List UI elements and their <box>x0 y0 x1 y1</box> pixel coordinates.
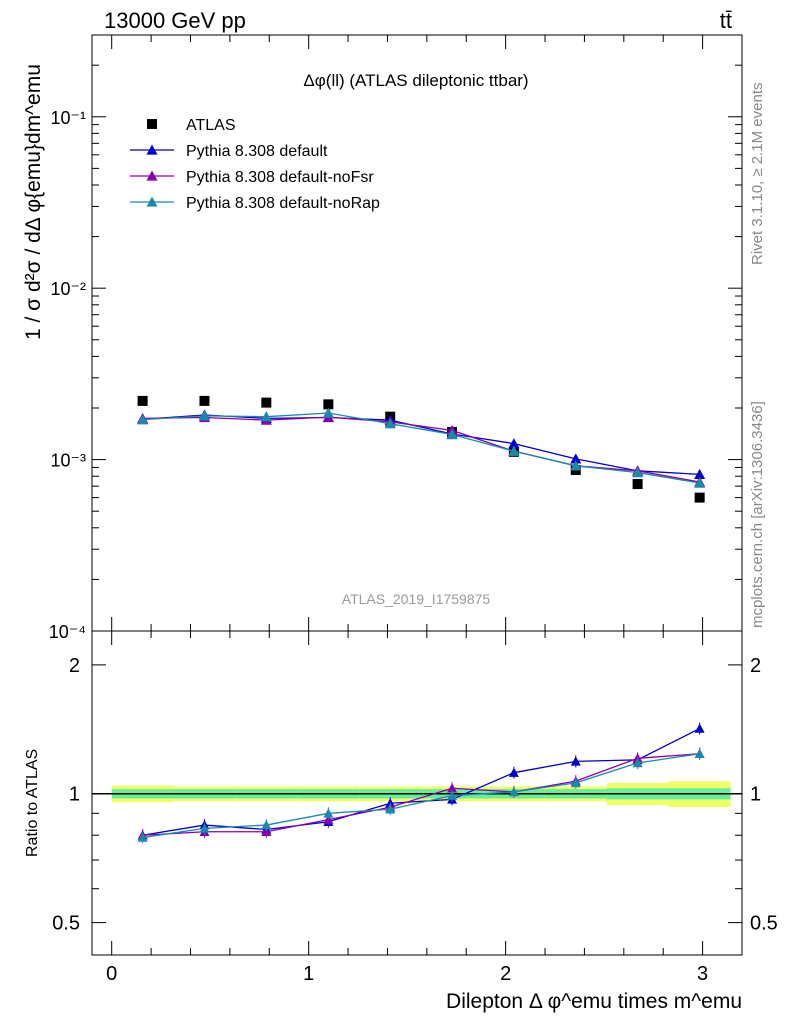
ratio-point-2 <box>447 790 458 800</box>
ratio-line-0 <box>142 727 700 836</box>
rivet-version-label: Rivet 3.1.10, ≥ 2.1M events <box>749 83 766 266</box>
ratio-y-tick-label-right: 2 <box>750 655 761 677</box>
ratio-y-tick-label-left: 1 <box>69 784 80 806</box>
ratio-y-axis-label: Ratio to ATLAS <box>24 749 41 857</box>
ratio-point-0 <box>694 723 705 733</box>
atlas-data-point <box>199 395 210 406</box>
data-point-3 <box>570 460 582 471</box>
legend-label: ATLAS <box>186 117 236 134</box>
ratio-ticks: 0.5 0.5 1 1 2 2 0 1 2 3 <box>52 631 778 985</box>
main-y-tick-label: 10⁻³ <box>50 451 86 471</box>
data-point-3 <box>260 411 272 422</box>
legend: ATLAS Pythia 8.308 default Pythia 8.308 de… <box>130 117 380 212</box>
ratio-point-2 <box>199 823 210 833</box>
x-axis-label: Dilepton Δ φ^emu times m^emu <box>446 990 742 1013</box>
ratio-point-2 <box>137 832 148 842</box>
ratio-point-1 <box>261 826 272 837</box>
atlas-data-point <box>694 492 705 503</box>
data-point-1 <box>694 468 706 480</box>
data-point-3 <box>508 445 520 456</box>
x-tick-label: 0 <box>106 963 117 985</box>
main-panel: Δφ(ll) (ATLAS dileptonic ttbar) 1 / σ d²… <box>22 34 743 642</box>
ratio-panel: Ratio to ATLAS Dilepton Δ φ^emu times m^… <box>24 630 778 1013</box>
atlas-data-point <box>632 479 643 490</box>
ratio-line-2 <box>142 753 700 839</box>
ratio-y-tick-label-right: 0.5 <box>750 913 778 935</box>
series-line-2 <box>142 416 700 483</box>
legend-marker <box>146 170 158 181</box>
mcplots-label: mcplots.cern.ch [arXiv:1306.3436] <box>749 401 766 628</box>
main-y-ticks: 10⁻⁴ 10⁻³ 10⁻² 10⁻¹ <box>49 35 743 642</box>
legend-label: Pythia 8.308 default-noFsr <box>186 169 374 186</box>
data-point-3 <box>322 407 334 418</box>
series-line-3 <box>142 412 700 484</box>
ratio-line-1 <box>142 753 700 836</box>
x-tick-label: 2 <box>500 963 511 985</box>
ratio-y-tick-label-right: 1 <box>750 784 761 806</box>
main-y-tick-label: 10⁻¹ <box>50 108 86 128</box>
ratio-point-2 <box>570 777 581 788</box>
data-point-3 <box>198 410 210 421</box>
data-point-1 <box>570 453 582 464</box>
ratio-point-2 <box>694 748 705 759</box>
ratio-y-tick-label-left: 2 <box>69 655 80 677</box>
ratio-point-2 <box>508 786 519 797</box>
data-point-3 <box>446 429 458 440</box>
ratio-y-tick-label-left: 0.5 <box>52 913 80 935</box>
ratio-point-1 <box>447 783 458 793</box>
legend-marker <box>146 196 158 207</box>
header-right: tt̄ <box>720 8 732 33</box>
ratio-point-2 <box>261 820 272 830</box>
x-tick-label: 3 <box>697 963 708 985</box>
main-series <box>137 395 706 503</box>
legend-label: Pythia 8.308 default <box>186 143 328 160</box>
header-left: 13000 GeV pp <box>104 8 246 33</box>
atlas-data-point <box>261 397 272 408</box>
ratio-series <box>137 722 705 844</box>
main-y-tick-label: 10⁻² <box>50 279 86 299</box>
series-line-1 <box>142 414 700 476</box>
ratio-point-0 <box>570 756 581 766</box>
ratio-panel-frame <box>91 630 743 956</box>
atlas-data-point <box>323 399 334 410</box>
data-point-3 <box>632 467 644 478</box>
data-point-1 <box>508 438 520 449</box>
ratio-point-2 <box>632 757 643 768</box>
atlas-data-point <box>137 395 148 406</box>
ratio-point-2 <box>385 804 396 814</box>
data-point-3 <box>694 477 706 488</box>
ratio-point-0 <box>508 767 519 777</box>
legend-label: Pythia 8.308 default-noRap <box>186 195 380 212</box>
main-y-axis-label: 1 / σ d²σ / dΔ φ{emu}dm^emu <box>22 64 45 340</box>
ratio-point-2 <box>323 808 334 818</box>
data-point-3 <box>137 414 149 425</box>
main-title: Δφ(ll) (ATLAS dileptonic ttbar) <box>303 71 528 90</box>
x-tick-label: 1 <box>303 963 314 985</box>
main-y-tick-label: 10⁻⁴ <box>49 622 86 642</box>
legend-marker <box>146 144 158 155</box>
legend-marker-atlas <box>147 119 157 129</box>
data-point-3 <box>384 418 396 429</box>
watermark: ATLAS_2019_I1759875 <box>342 591 491 607</box>
